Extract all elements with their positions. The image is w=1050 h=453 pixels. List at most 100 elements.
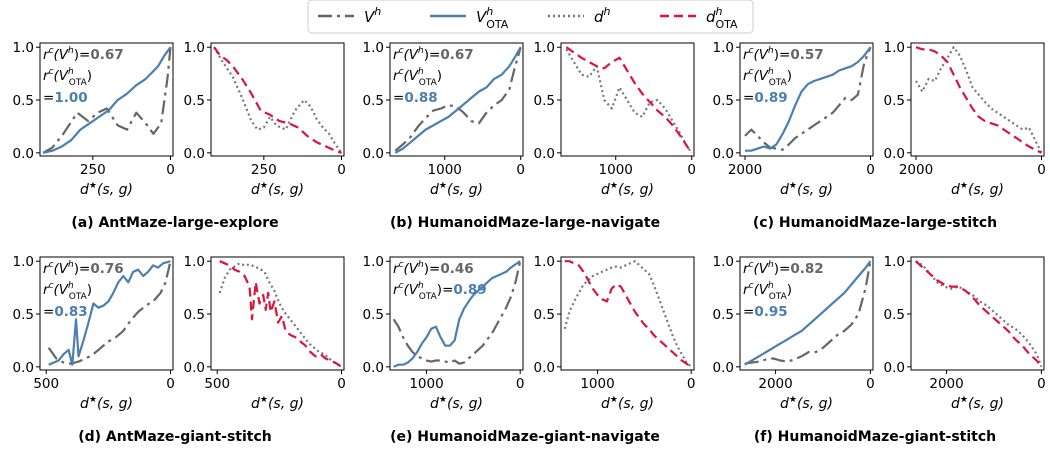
series-line-dota bbox=[213, 46, 342, 154]
xtick-label: 2000 bbox=[929, 376, 963, 392]
rc-vota-value: =0.88 bbox=[393, 90, 438, 106]
axes-e-right: 0.0 0.5 1.0 1000 0 d★(s, g) bbox=[534, 254, 696, 412]
rc-annotation: rc(Vh)=0.67 rc(Vh OTA) =1.00 bbox=[43, 46, 124, 106]
legend-label-Vota: Vh OTA bbox=[476, 5, 509, 31]
ytick-label: 0.5 bbox=[884, 93, 905, 109]
x-axis-label: d★(s, g) bbox=[430, 395, 483, 412]
xtick-label: 2000 bbox=[758, 376, 792, 392]
xtick-label: 250 bbox=[80, 162, 106, 178]
x-axis-label: d★(s, g) bbox=[951, 395, 1004, 412]
ytick-label: 0.0 bbox=[363, 360, 384, 376]
axes-frame bbox=[560, 256, 695, 371]
ytick-label: 0.0 bbox=[184, 360, 205, 376]
axes-e-left: 0.0 0.5 1.0 1000 0 d★(s, g) rc(Vh)=0.46 rc(Vh OT… bbox=[363, 254, 525, 412]
ytick-label: 1.0 bbox=[13, 40, 34, 56]
xtick-label: 500 bbox=[33, 376, 59, 392]
ytick-label: 1.0 bbox=[363, 40, 384, 56]
ytick-label: 0.0 bbox=[13, 360, 34, 376]
axes-d-left: 0.0 0.5 1.0 500 0 d★(s, g) rc(Vh)=0.76 rc(Vh OTA… bbox=[13, 254, 175, 412]
rc-annotation: rc(Vh)=0.46 rc(Vh OTA)=0.89 bbox=[393, 260, 487, 302]
xtick-label: 1000 bbox=[580, 376, 614, 392]
ytick-label: 1.0 bbox=[13, 254, 34, 270]
panel-b: 0.0 0.5 1.0 1000 0 d★(s, g) rc(Vh)=0.67 rc(Vh OT… bbox=[363, 40, 697, 231]
axes-c-left: 0.0 0.5 1.0 2000 0 d★(s, g) rc(Vh)=0.57 rc(Vh OT… bbox=[713, 40, 875, 198]
series-line-Vota bbox=[745, 46, 872, 152]
series-line-dota bbox=[565, 46, 693, 154]
rc-vota-text: rc(Vh OTA) bbox=[743, 281, 792, 302]
ytick-label: 1.0 bbox=[363, 254, 384, 270]
rc-vota-value: =0.89 bbox=[743, 90, 788, 106]
series-line-Vh bbox=[47, 260, 172, 365]
ytick-label: 1.0 bbox=[534, 254, 555, 270]
axes-frame bbox=[389, 256, 524, 371]
ytick-label: 1.0 bbox=[884, 40, 905, 56]
ytick-label: 0.5 bbox=[713, 307, 734, 323]
series-line-Vota bbox=[393, 260, 521, 368]
series-line-Vota bbox=[48, 260, 171, 366]
x-axis-label: d★(s, g) bbox=[780, 181, 833, 198]
rc-annotation: rc(Vh)=0.76 rc(Vh OTA) =0.83 bbox=[43, 260, 124, 320]
rc-vota-value: =0.83 bbox=[43, 304, 88, 320]
ytick-label: 1.0 bbox=[713, 254, 734, 270]
series-line-dh bbox=[565, 48, 693, 154]
xtick-label: 500 bbox=[204, 376, 230, 392]
ytick-label: 0.5 bbox=[13, 307, 34, 323]
series-line-Vh bbox=[394, 46, 522, 152]
rc-vota-text: rc(Vh OTA) bbox=[393, 67, 442, 88]
ytick-label: 0.5 bbox=[184, 93, 205, 109]
axes-b-left: 0.0 0.5 1.0 1000 0 d★(s, g) rc(Vh)=0.67 rc(Vh OT… bbox=[363, 40, 526, 198]
rc-vota-value: =1.00 bbox=[43, 90, 88, 106]
ytick-label: 0.5 bbox=[713, 93, 734, 109]
axes-b-right: 0.0 0.5 1.0 1000 0 d★(s, g) bbox=[534, 40, 697, 198]
rc-vota-text: rc(Vh OTA) bbox=[43, 281, 92, 302]
series-line-dh bbox=[218, 262, 343, 368]
series-line-dh bbox=[915, 260, 1043, 368]
ytick-label: 0.0 bbox=[534, 360, 555, 376]
series-line-Vota bbox=[42, 46, 172, 154]
axes-c-right: 0.0 0.5 1.0 2000 0 d★(s, g) bbox=[884, 40, 1046, 198]
ytick-label: 0.5 bbox=[884, 307, 905, 323]
series-line-Vh bbox=[392, 260, 522, 365]
axes-d-right: 0.0 0.5 1.0 500 0 d★(s, g) bbox=[184, 254, 346, 412]
xtick-label: 0 bbox=[166, 376, 175, 392]
panels: 0.0 0.5 1.0 250 0 d★(s, g) rc(Vh)=0.67 rc(Vh OTA… bbox=[13, 40, 1046, 445]
x-axis-label: d★(s, g) bbox=[601, 395, 654, 412]
panel-f: 0.0 0.5 1.0 2000 0 d★(s, g) rc(Vh)=0.82 rc(Vh OT… bbox=[713, 254, 1046, 445]
xtick-label: 0 bbox=[687, 376, 696, 392]
rc-vh-text: rc(Vh)=0.76 bbox=[43, 260, 124, 277]
axes-frame bbox=[560, 42, 695, 157]
xtick-label: 0 bbox=[516, 376, 525, 392]
xtick-label: 2000 bbox=[899, 162, 933, 178]
rc-vota-text: rc(Vh OTA) bbox=[43, 67, 92, 88]
ytick-label: 1.0 bbox=[534, 40, 555, 56]
series-line-dh bbox=[563, 260, 692, 368]
rc-annotation: rc(Vh)=0.82 rc(Vh OTA) =0.95 bbox=[743, 260, 824, 320]
xtick-label: 0 bbox=[337, 376, 346, 392]
ytick-label: 1.0 bbox=[713, 40, 734, 56]
legend-label-Vh: Vh bbox=[364, 5, 381, 26]
ytick-label: 1.0 bbox=[884, 254, 905, 270]
rc-vh-text: rc(Vh)=0.57 bbox=[743, 46, 824, 63]
ytick-label: 0.0 bbox=[534, 146, 555, 162]
series-line-Vh bbox=[744, 261, 872, 365]
axes-frame bbox=[389, 42, 524, 157]
xtick-label: 0 bbox=[1037, 162, 1046, 178]
series-line-Vh bbox=[744, 46, 872, 151]
ytick-label: 0.0 bbox=[363, 146, 384, 162]
xtick-label: 1000 bbox=[599, 162, 633, 178]
axes-a-right: 0.0 0.5 1.0 250 0 d★(s, g) bbox=[184, 40, 346, 198]
axes-frame bbox=[910, 42, 1045, 157]
x-axis-label: d★(s, g) bbox=[251, 181, 304, 198]
legend-frame bbox=[307, 0, 754, 34]
panel-a: 0.0 0.5 1.0 250 0 d★(s, g) rc(Vh)=0.67 rc(Vh OTA… bbox=[13, 40, 346, 231]
rc-vh-text: rc(Vh)=0.46 bbox=[393, 260, 474, 277]
panel-caption: (c) HumanoidMaze-large-stitch bbox=[753, 215, 997, 231]
rc-vota-value: =0.95 bbox=[743, 304, 788, 320]
axes-f-right: 0.0 0.5 1.0 2000 0 d★(s, g) bbox=[884, 254, 1046, 412]
ytick-label: 0.0 bbox=[713, 360, 734, 376]
axes-f-left: 0.0 0.5 1.0 2000 0 d★(s, g) rc(Vh)=0.82 rc(Vh OT… bbox=[713, 254, 875, 412]
panel-caption: (a) AntMaze-large-explore bbox=[71, 215, 278, 231]
xtick-label: 0 bbox=[166, 162, 175, 178]
rc-vota-text: rc(Vh OTA) bbox=[743, 67, 792, 88]
